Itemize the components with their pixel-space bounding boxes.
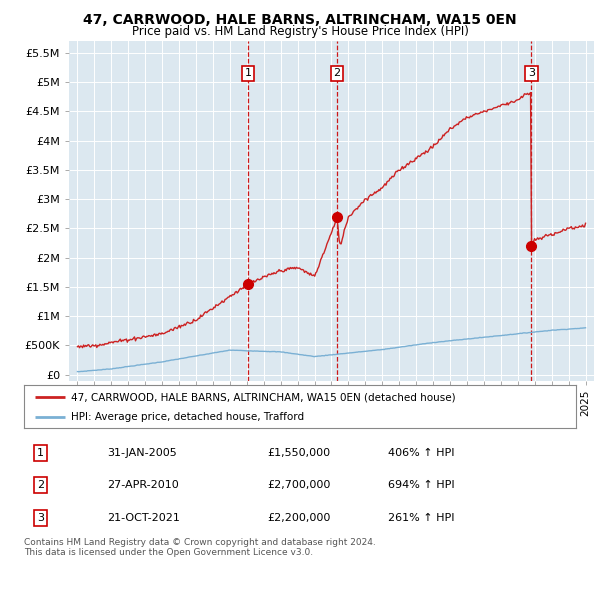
Text: £2,200,000: £2,200,000 [267,513,330,523]
Text: 21-OCT-2021: 21-OCT-2021 [107,513,179,523]
Text: 261% ↑ HPI: 261% ↑ HPI [388,513,455,523]
Text: HPI: Average price, detached house, Trafford: HPI: Average price, detached house, Traf… [71,412,304,422]
Text: £1,550,000: £1,550,000 [267,448,330,458]
Text: 3: 3 [37,513,44,523]
Text: 406% ↑ HPI: 406% ↑ HPI [388,448,455,458]
Text: £2,700,000: £2,700,000 [267,480,330,490]
Text: 694% ↑ HPI: 694% ↑ HPI [388,480,455,490]
Text: 31-JAN-2005: 31-JAN-2005 [107,448,176,458]
Text: 27-APR-2010: 27-APR-2010 [107,480,179,490]
Text: 1: 1 [37,448,44,458]
Text: 2: 2 [37,480,44,490]
Text: Contains HM Land Registry data © Crown copyright and database right 2024.
This d: Contains HM Land Registry data © Crown c… [24,538,376,558]
Text: Price paid vs. HM Land Registry's House Price Index (HPI): Price paid vs. HM Land Registry's House … [131,25,469,38]
Text: 3: 3 [528,68,535,78]
Text: 1: 1 [245,68,251,78]
Text: 2: 2 [334,68,340,78]
Text: 47, CARRWOOD, HALE BARNS, ALTRINCHAM, WA15 0EN: 47, CARRWOOD, HALE BARNS, ALTRINCHAM, WA… [83,13,517,27]
Text: 47, CARRWOOD, HALE BARNS, ALTRINCHAM, WA15 0EN (detached house): 47, CARRWOOD, HALE BARNS, ALTRINCHAM, WA… [71,392,455,402]
